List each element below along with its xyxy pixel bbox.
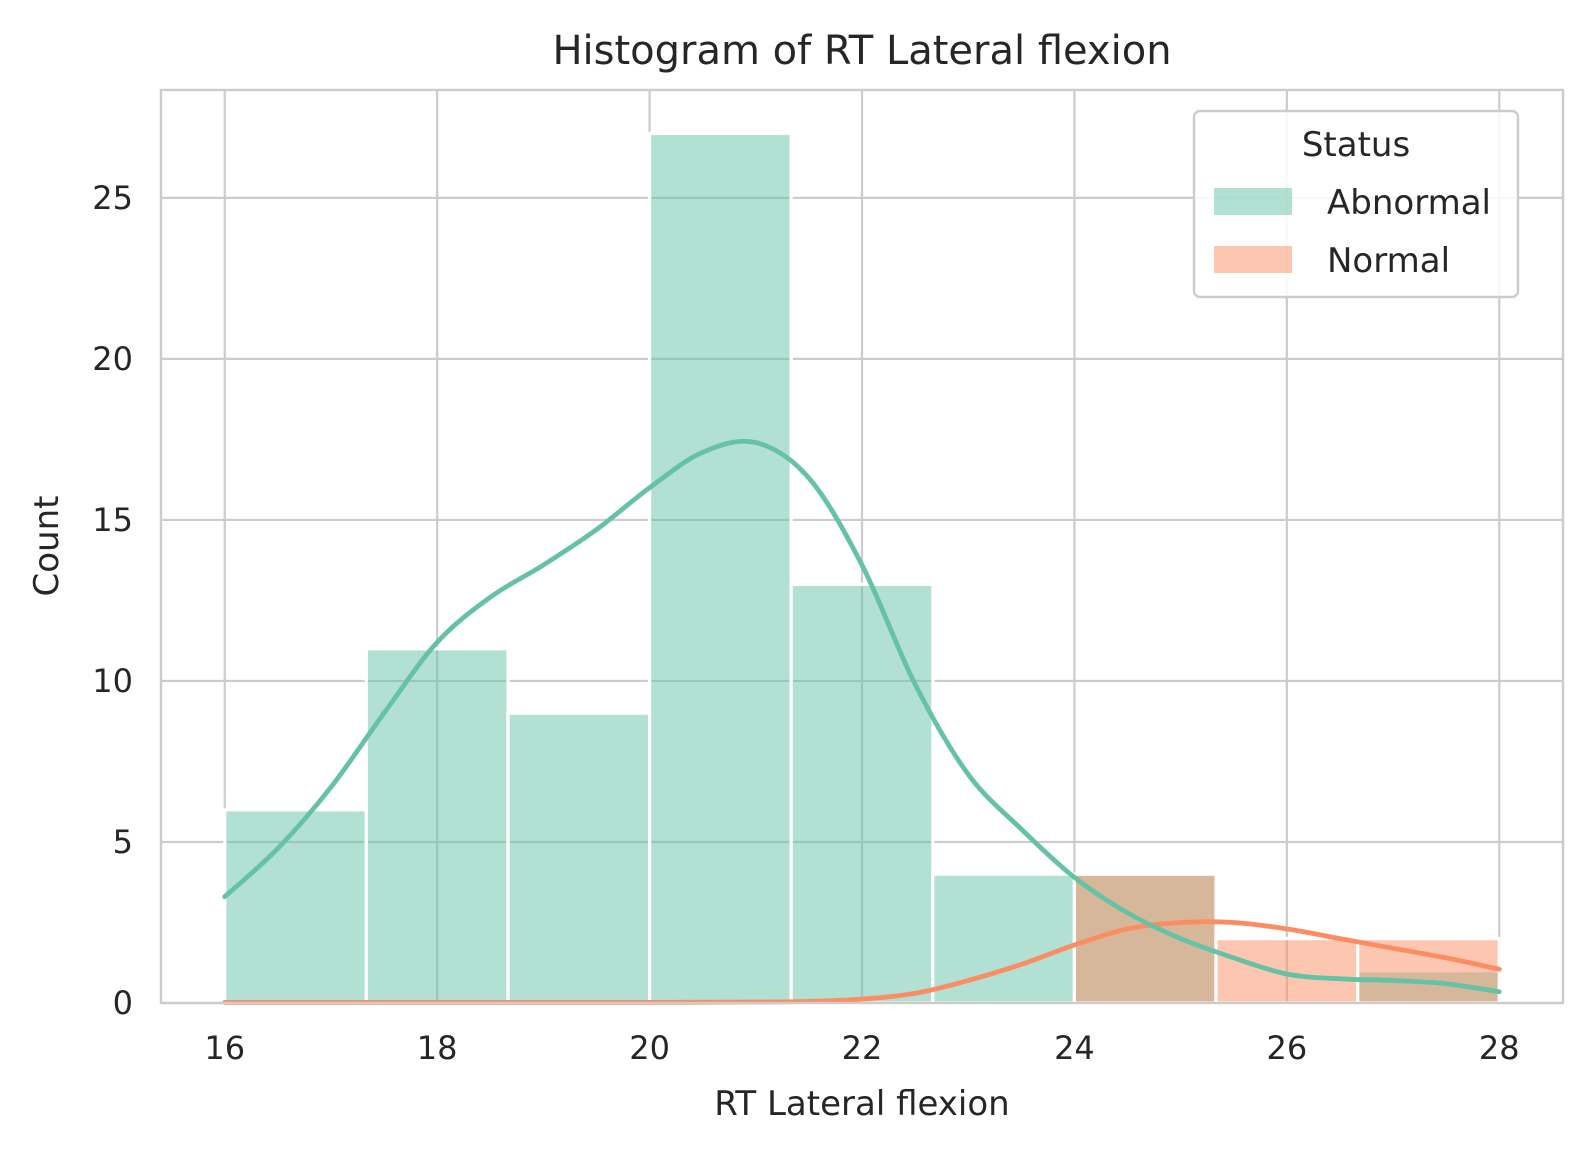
bar-normal-7 bbox=[1214, 936, 1360, 1005]
y-tick-label: 15 bbox=[92, 501, 133, 539]
legend-title: Status bbox=[1302, 125, 1410, 165]
x-tick-label: 24 bbox=[1054, 1029, 1095, 1067]
y-axis-ticks: 0 5 10 15 20 25 bbox=[92, 179, 133, 1022]
bar-abnormal-3 bbox=[647, 131, 793, 1005]
bar-abnormal-2 bbox=[506, 711, 652, 1005]
x-tick-label: 20 bbox=[629, 1029, 670, 1067]
legend-entry-abnormal: Abnormal bbox=[1327, 183, 1491, 223]
legend-swatch-normal bbox=[1214, 246, 1292, 273]
y-tick-label: 20 bbox=[92, 340, 133, 378]
bar-abnormal-4 bbox=[789, 582, 935, 1005]
y-axis-label: Count bbox=[27, 496, 67, 597]
x-axis-label: RT Lateral flexion bbox=[714, 1084, 1009, 1124]
x-tick-label: 28 bbox=[1479, 1029, 1520, 1067]
x-tick-label: 16 bbox=[204, 1029, 245, 1067]
x-tick-label: 22 bbox=[842, 1029, 883, 1067]
legend-swatch-abnormal bbox=[1214, 188, 1292, 215]
chart-title: Histogram of RT Lateral flexion bbox=[552, 28, 1171, 74]
x-tick-label: 18 bbox=[417, 1029, 458, 1067]
legend-entry-normal: Normal bbox=[1327, 241, 1450, 281]
y-tick-label: 5 bbox=[113, 823, 133, 861]
y-tick-label: 10 bbox=[92, 662, 133, 700]
kde-line-abnormal bbox=[222, 438, 1502, 995]
y-tick-label: 25 bbox=[92, 179, 133, 217]
plot-frame bbox=[159, 88, 1565, 1005]
x-axis-ticks: 16 18 20 22 24 26 28 bbox=[204, 1029, 1519, 1067]
bar-abnormal-0 bbox=[223, 808, 368, 1005]
x-tick-label: 26 bbox=[1266, 1029, 1307, 1067]
legend: Status Abnormal Normal bbox=[1192, 109, 1520, 299]
y-tick-label: 0 bbox=[113, 984, 133, 1022]
bar-normal-8 bbox=[1356, 936, 1501, 1005]
bar-abnormal-1 bbox=[364, 647, 510, 1005]
